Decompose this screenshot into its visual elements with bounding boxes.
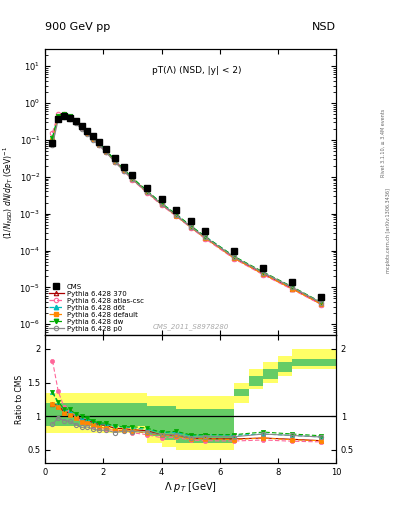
Text: 900 GeV pp: 900 GeV pp — [45, 22, 110, 32]
Text: NSD: NSD — [312, 22, 336, 32]
X-axis label: $\Lambda\ p_T\ [\mathrm{GeV}]$: $\Lambda\ p_T\ [\mathrm{GeV}]$ — [164, 480, 217, 494]
Y-axis label: Ratio to CMS: Ratio to CMS — [15, 375, 24, 424]
Text: CMS_2011_S8978280: CMS_2011_S8978280 — [152, 323, 229, 330]
Text: pT(Λ) (NSD, |y| < 2): pT(Λ) (NSD, |y| < 2) — [152, 66, 241, 75]
Text: mcplots.cern.ch [arXiv:1306.3436]: mcplots.cern.ch [arXiv:1306.3436] — [386, 188, 391, 273]
Legend: CMS, Pythia 6.428 370, Pythia 6.428 atlas-csc, Pythia 6.428 d6t, Pythia 6.428 de: CMS, Pythia 6.428 370, Pythia 6.428 atla… — [47, 282, 145, 333]
Text: Rivet 3.1.10, ≥ 3.4M events: Rivet 3.1.10, ≥ 3.4M events — [381, 109, 386, 178]
Y-axis label: $(1/N_\mathrm{NSD})\ dN/dp_T\ (\mathrm{GeV})^{-1}$: $(1/N_\mathrm{NSD})\ dN/dp_T\ (\mathrm{G… — [2, 145, 17, 239]
